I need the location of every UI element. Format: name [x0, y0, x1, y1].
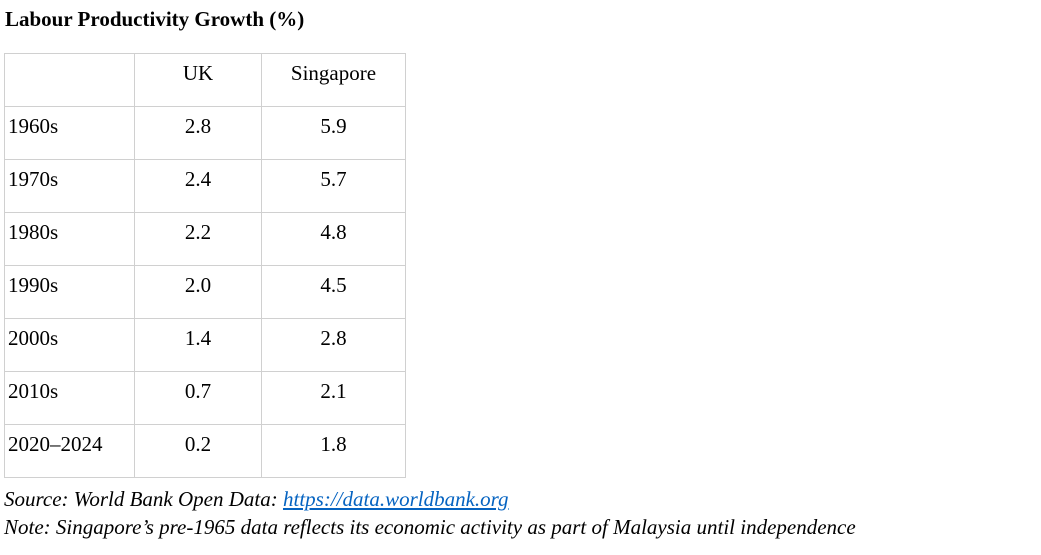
data-row: 1960s 2.8 5.9 — [4, 106, 406, 160]
cell: 2.2 — [134, 212, 262, 266]
data-row: 2020–2024 0.2 1.8 — [4, 424, 406, 478]
cell: 1.8 — [261, 424, 406, 478]
cell: 2.8 — [261, 318, 406, 372]
row-label — [4, 53, 135, 107]
cell: 5.9 — [261, 106, 406, 160]
row-label: 1980s — [4, 212, 135, 266]
data-row: 1990s 2.0 4.5 — [4, 265, 406, 319]
data-table: UK Singapore 1960s 2.8 5.9 1970s 2.4 5.7 1980s 2.… — [4, 53, 406, 478]
source-line: Source: World Bank Open Data: https://da… — [4, 487, 509, 512]
data-row: 2000s 1.4 2.8 — [4, 318, 406, 372]
row-label: 1960s — [4, 106, 135, 160]
data-row: 2010s 0.7 2.1 — [4, 371, 406, 425]
source-label: Source: World Bank Open Data: — [4, 487, 278, 511]
row-label: 2000s — [4, 318, 135, 372]
table-title: Labour Productivity Growth (%) — [5, 7, 305, 31]
cell: 1.4 — [134, 318, 262, 372]
source-link[interactable]: https://data.worldbank.org — [282, 487, 509, 511]
cell: Singapore — [261, 53, 406, 107]
cell: 2.4 — [134, 159, 262, 213]
cell: 2.1 — [261, 371, 406, 425]
row-label: 2020–2024 — [4, 424, 135, 478]
data-row: 1980s 2.2 4.8 — [4, 212, 406, 266]
cell: 5.7 — [261, 159, 406, 213]
cell: 2.8 — [134, 106, 262, 160]
cell: 4.5 — [261, 265, 406, 319]
row-label: 1970s — [4, 159, 135, 213]
row-label: 1990s — [4, 265, 135, 319]
cell: 0.7 — [134, 371, 262, 425]
row-label: 2010s — [4, 371, 135, 425]
header-row: UK Singapore — [4, 53, 406, 107]
note: Note: Singapore’s pre-1965 data reflects… — [4, 515, 856, 539]
cell: 2.0 — [134, 265, 262, 319]
cell: 4.8 — [261, 212, 406, 266]
cell: 0.2 — [134, 424, 262, 478]
cell: UK — [134, 53, 262, 107]
data-row: 1970s 2.4 5.7 — [4, 159, 406, 213]
